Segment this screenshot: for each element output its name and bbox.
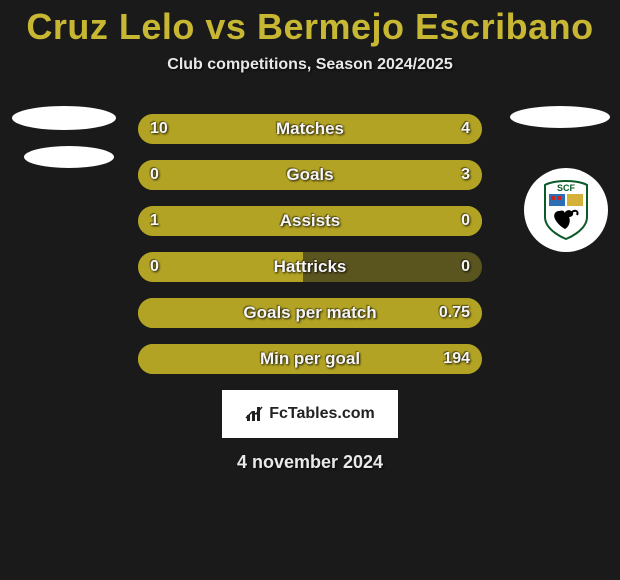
stat-row: 03Goals [138, 160, 482, 190]
page-title: Cruz Lelo vs Bermejo Escribano [0, 0, 620, 48]
badge-ellipse [510, 106, 610, 128]
fctables-label: FcTables.com [269, 405, 375, 423]
stat-bars: 104Matches 03Goals 10Assists 00Hattricks 0.7… [138, 114, 482, 374]
stat-row: 0.75Goals per match [138, 298, 482, 328]
stat-label: Assists [138, 206, 482, 236]
comparison-content: SCF 104Matches 03Goals 10Assists 00Hattrick… [0, 114, 620, 374]
badge-ellipse [24, 146, 114, 168]
stat-label: Matches [138, 114, 482, 144]
stat-label: Goals per match [138, 298, 482, 328]
badge-ellipse [12, 106, 116, 130]
chart-icon [245, 405, 265, 423]
subtitle: Club competitions, Season 2024/2025 [0, 56, 620, 74]
date-label: 4 november 2024 [0, 452, 620, 473]
fctables-attribution: FcTables.com [222, 390, 398, 438]
right-team-badge-scf: SCF [524, 168, 608, 252]
stat-label: Min per goal [138, 344, 482, 374]
left-team-badge [10, 104, 110, 204]
stat-label: Goals [138, 160, 482, 190]
stat-row: 00Hattricks [138, 252, 482, 282]
stat-row: 104Matches [138, 114, 482, 144]
shield-icon: SCF [541, 179, 591, 241]
stat-row: 194Min per goal [138, 344, 482, 374]
svg-text:SCF: SCF [557, 183, 576, 193]
stat-label: Hattricks [138, 252, 482, 282]
stat-row: 10Assists [138, 206, 482, 236]
